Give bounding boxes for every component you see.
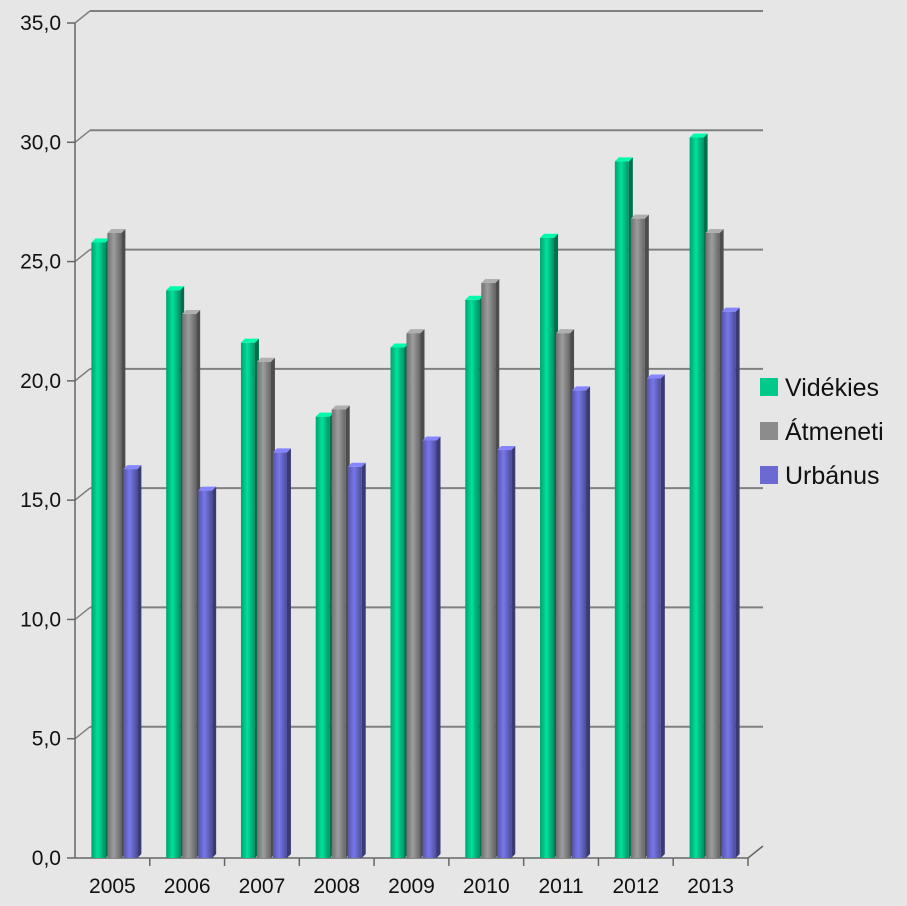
x-tick-label: 2009	[388, 875, 435, 898]
bar-Átmeneti-2008	[331, 405, 350, 858]
x-axis-depth	[747, 845, 764, 859]
bar-Urbánus-2010	[497, 446, 516, 858]
gridline-depth	[74, 487, 91, 501]
y-tick-label: 5,0	[32, 728, 61, 751]
gridline-depth	[74, 368, 91, 382]
legend-label: Urbánus	[785, 462, 880, 490]
legend-label: Vidékies	[785, 374, 879, 402]
bar-Urbánus-2008	[347, 462, 366, 858]
bar-Urbánus-2011	[572, 386, 591, 858]
x-tick-label: 2010	[463, 875, 510, 898]
x-tick-label: 2013	[687, 875, 734, 898]
gridline-depth	[74, 248, 91, 263]
bar-Átmeneti-2013	[705, 228, 724, 858]
gridline-depth	[74, 606, 91, 621]
bar-Urbánus-2013	[721, 307, 740, 859]
bar-Átmeneti-2011	[556, 329, 575, 859]
bar-Urbánus-2009	[422, 436, 441, 858]
bar-Urbánus-2005	[123, 465, 142, 858]
legend-item-Urbánus: Urbánus	[760, 462, 880, 490]
bar-Vidékies-2008	[315, 412, 334, 858]
bar-Vidékies-2009	[390, 343, 409, 858]
bars	[91, 133, 740, 859]
legend-swatch	[760, 422, 778, 440]
legend-swatch	[760, 378, 778, 396]
y-tick-label: 0,0	[32, 847, 61, 870]
y-tick-label: 30,0	[20, 131, 61, 154]
gridline-depth	[74, 726, 91, 740]
legend-label: Átmeneti	[785, 417, 884, 446]
y-tick-label: 25,0	[20, 251, 61, 274]
bar-Átmeneti-2010	[481, 279, 500, 858]
axes: 0,0 5,0 10,0 15,0 20,0 25,0 30,0 35,0 2005 2006 20…	[20, 12, 764, 898]
bar-Urbánus-2006	[198, 486, 217, 858]
bar-Vidékies-2012	[614, 157, 633, 858]
bar-Vidékies-2011	[540, 233, 559, 858]
y-tick-label: 20,0	[20, 370, 61, 393]
bar-Átmeneti-2012	[630, 214, 649, 859]
bar-Átmeneti-2006	[182, 310, 201, 858]
x-tick-label: 2007	[239, 875, 286, 898]
bar-Vidékies-2013	[689, 133, 708, 858]
y-tick-label: 10,0	[20, 608, 61, 631]
bar-Urbánus-2007	[272, 448, 291, 858]
bar-Vidékies-2010	[465, 295, 484, 858]
gridline-depth	[74, 10, 91, 24]
y-tick-label: 35,0	[20, 12, 61, 35]
x-tick-label: 2008	[313, 875, 360, 898]
x-tick-label: 2012	[612, 875, 659, 898]
legend-swatch	[760, 466, 778, 484]
x-tick-label: 2006	[164, 875, 211, 898]
x-tick-label: 2011	[538, 875, 583, 898]
x-tick-label: 2005	[89, 875, 136, 898]
bar-Átmeneti-2007	[256, 357, 275, 858]
bar-Vidékies-2006	[166, 286, 185, 858]
legend-item-Átmeneti: Átmeneti	[760, 417, 884, 446]
y-tick-label: 15,0	[20, 489, 61, 512]
bar-Urbánus-2012	[646, 374, 665, 858]
gridline-depth	[74, 129, 91, 143]
bar-Átmeneti-2005	[107, 228, 126, 858]
bar-Vidékies-2005	[91, 238, 110, 858]
bar-Vidékies-2007	[240, 338, 259, 859]
legend: Vidékies Átmeneti Urbánus	[760, 374, 884, 490]
bar-Átmeneti-2009	[406, 329, 425, 859]
legend-item-Vidékies: Vidékies	[760, 374, 879, 402]
